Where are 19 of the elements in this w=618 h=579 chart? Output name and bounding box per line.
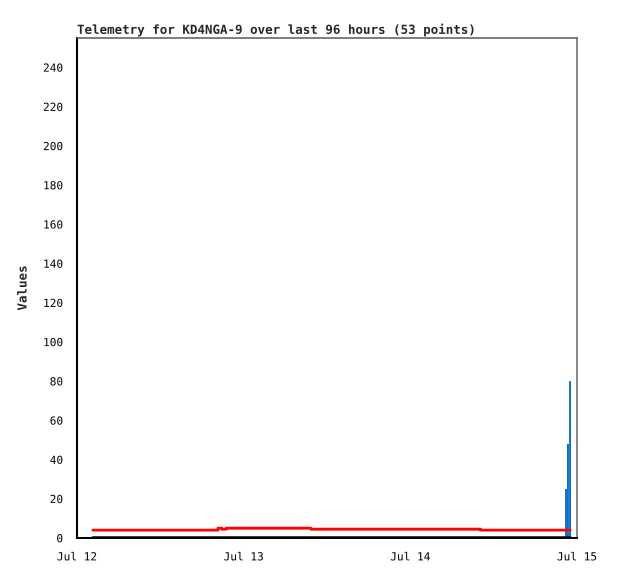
y-tick-label: 160 (44, 220, 62, 229)
y-tick-label: 120 (44, 298, 62, 308)
y-tick-label: 80 (50, 377, 62, 386)
y-tick-label: 0 (57, 534, 62, 542)
x-tick-label: Jul 14 (390, 552, 430, 561)
y-tick-label: 200 (44, 142, 62, 150)
y-tick-label: 20 (50, 494, 62, 504)
x-tick-label: Jul 13 (224, 552, 263, 561)
y-tick-label: 180 (44, 181, 62, 190)
y-axis-title: Values (17, 266, 27, 310)
y-tick-label: 240 (44, 63, 62, 72)
x-tick-label: Jul 12 (58, 552, 96, 561)
x-tick-label: Jul 15 (558, 552, 596, 561)
y-tick-label: 40 (50, 456, 62, 464)
y-tick-label: 140 (44, 259, 62, 268)
y-tick-label: 60 (50, 416, 62, 425)
y-tick-label: 220 (44, 102, 62, 112)
chart-title: Telemetry for KD4NGA-9 over last 96 hours (53 points) (78, 24, 474, 36)
y-tick-label: 100 (44, 338, 62, 346)
